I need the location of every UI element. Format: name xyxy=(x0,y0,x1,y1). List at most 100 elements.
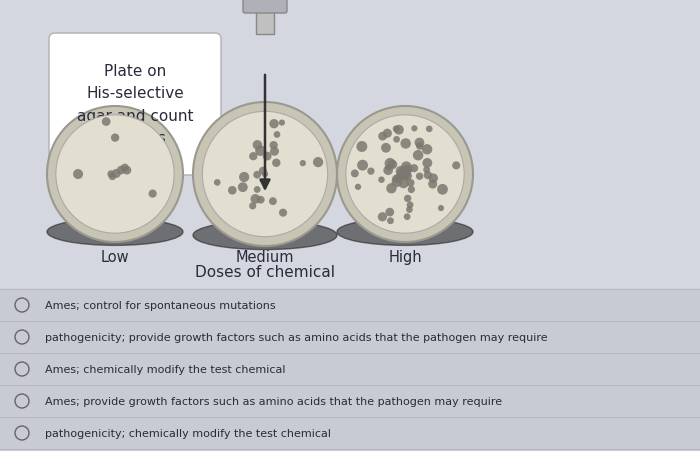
Ellipse shape xyxy=(47,219,183,246)
Circle shape xyxy=(378,133,387,141)
Circle shape xyxy=(422,159,433,169)
Circle shape xyxy=(407,186,415,193)
Text: pathogenicity; provide growth factors such as amino acids that the pathogen may : pathogenicity; provide growth factors su… xyxy=(45,332,547,342)
Ellipse shape xyxy=(337,219,473,246)
Circle shape xyxy=(400,174,407,181)
Circle shape xyxy=(413,151,424,161)
Circle shape xyxy=(274,132,280,138)
Circle shape xyxy=(407,179,414,187)
Ellipse shape xyxy=(193,221,337,250)
Circle shape xyxy=(424,171,432,180)
Circle shape xyxy=(253,141,262,150)
Circle shape xyxy=(378,213,387,222)
Circle shape xyxy=(416,173,423,180)
Circle shape xyxy=(148,190,157,198)
Circle shape xyxy=(437,184,448,195)
Circle shape xyxy=(386,208,394,217)
Circle shape xyxy=(438,206,444,212)
Circle shape xyxy=(346,115,464,234)
Circle shape xyxy=(403,166,412,175)
Text: Low: Low xyxy=(101,249,130,264)
Circle shape xyxy=(122,166,132,175)
Circle shape xyxy=(214,179,220,186)
Circle shape xyxy=(73,170,83,179)
Circle shape xyxy=(404,214,410,221)
Circle shape xyxy=(400,139,411,149)
Circle shape xyxy=(193,103,337,246)
Circle shape xyxy=(300,161,306,167)
Text: Ames; control for spontaneous mutations: Ames; control for spontaneous mutations xyxy=(45,300,276,310)
Circle shape xyxy=(356,142,368,152)
Circle shape xyxy=(279,209,287,217)
Circle shape xyxy=(398,168,409,179)
Circle shape xyxy=(384,166,393,176)
Circle shape xyxy=(426,126,433,133)
Text: Ames; chemically modify the test chemical: Ames; chemically modify the test chemica… xyxy=(45,364,286,374)
Circle shape xyxy=(351,170,359,178)
FancyBboxPatch shape xyxy=(243,0,287,14)
Text: Doses of chemical: Doses of chemical xyxy=(195,264,335,279)
Circle shape xyxy=(394,125,404,135)
Circle shape xyxy=(378,177,385,184)
Bar xyxy=(256,0,274,35)
Circle shape xyxy=(395,166,406,177)
Circle shape xyxy=(249,203,256,210)
Circle shape xyxy=(257,197,265,204)
Text: Plate on
His-selective
agar and count
colonies: Plate on His-selective agar and count co… xyxy=(77,64,193,146)
Circle shape xyxy=(269,198,276,206)
Bar xyxy=(0,0,700,290)
Circle shape xyxy=(383,129,392,138)
Circle shape xyxy=(393,126,400,133)
Circle shape xyxy=(337,107,473,243)
Circle shape xyxy=(202,112,328,237)
Circle shape xyxy=(422,145,433,155)
Circle shape xyxy=(424,167,430,174)
Circle shape xyxy=(392,175,400,184)
Circle shape xyxy=(406,207,413,213)
Circle shape xyxy=(395,174,402,182)
Circle shape xyxy=(428,174,438,184)
Circle shape xyxy=(393,137,400,143)
Circle shape xyxy=(386,184,397,194)
FancyBboxPatch shape xyxy=(49,34,221,175)
Circle shape xyxy=(384,159,395,170)
Bar xyxy=(0,290,700,451)
Circle shape xyxy=(112,170,120,179)
Circle shape xyxy=(262,171,268,178)
Circle shape xyxy=(120,164,129,172)
Circle shape xyxy=(452,162,461,170)
Circle shape xyxy=(357,161,368,171)
Circle shape xyxy=(428,180,438,189)
Circle shape xyxy=(228,187,237,195)
Circle shape xyxy=(385,165,391,171)
Circle shape xyxy=(402,172,412,181)
Circle shape xyxy=(401,162,412,173)
Circle shape xyxy=(238,183,248,193)
Circle shape xyxy=(414,138,424,148)
Circle shape xyxy=(416,143,423,151)
Circle shape xyxy=(117,166,125,175)
Circle shape xyxy=(270,142,278,150)
Circle shape xyxy=(404,166,412,174)
Circle shape xyxy=(256,146,266,156)
Circle shape xyxy=(410,165,418,173)
Circle shape xyxy=(56,115,174,234)
Circle shape xyxy=(400,170,410,180)
Circle shape xyxy=(400,174,406,180)
Text: Ames; provide growth factors such as amino acids that the pathogen may require: Ames; provide growth factors such as ami… xyxy=(45,396,502,406)
Circle shape xyxy=(254,187,260,193)
Circle shape xyxy=(102,118,111,127)
Circle shape xyxy=(47,107,183,243)
Circle shape xyxy=(388,161,397,170)
Circle shape xyxy=(402,169,409,175)
Circle shape xyxy=(270,147,279,156)
Circle shape xyxy=(399,167,407,175)
Circle shape xyxy=(262,152,272,161)
Circle shape xyxy=(407,202,414,209)
Circle shape xyxy=(107,171,115,178)
Circle shape xyxy=(249,153,258,161)
Circle shape xyxy=(387,218,394,225)
Circle shape xyxy=(391,177,402,188)
Circle shape xyxy=(279,120,285,126)
Circle shape xyxy=(368,168,374,175)
